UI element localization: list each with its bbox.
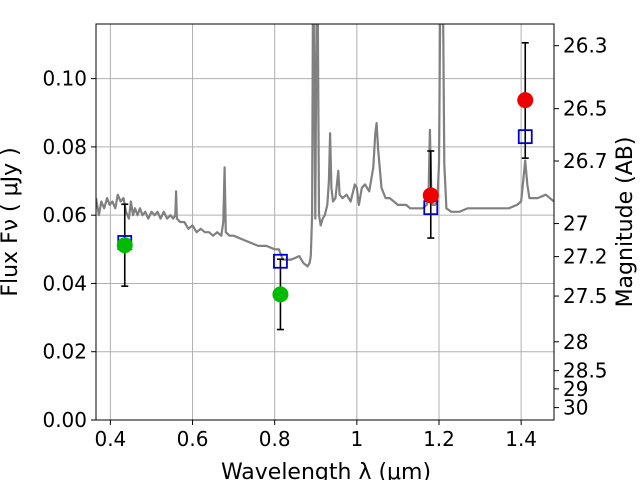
y2-tick-label: 26.3 <box>563 34 608 58</box>
model-photometry-square <box>273 253 288 269</box>
y2-tick-label: 28 <box>563 330 588 354</box>
x-tick-label: 0.6 <box>177 427 209 451</box>
x-axis-label: Wavelength λ (μm) <box>221 460 431 480</box>
y2-tick-label: 27 <box>563 212 588 236</box>
y-tick-label: 0.10 <box>42 67 87 91</box>
x-tick-label: 1.4 <box>505 427 537 451</box>
y-tick-label: 0.06 <box>42 203 87 227</box>
y2-tick-label: 28.5 <box>563 359 608 383</box>
data-markers <box>116 41 534 331</box>
green-data-point <box>116 237 133 254</box>
x-tick-label: 0.4 <box>94 427 126 451</box>
x-tick-label: 1 <box>350 427 363 451</box>
plot-frame <box>95 23 555 421</box>
y2-tick-label: 26.5 <box>563 97 608 121</box>
red-data-point <box>422 187 439 204</box>
y-axis-label: Flux Fν ( μJy ) <box>0 147 23 296</box>
y-tick-label: 0.04 <box>42 271 87 295</box>
grid <box>96 24 554 421</box>
y2-tick-label: 30 <box>563 396 588 420</box>
y2-tick-label: 29 <box>563 377 588 401</box>
y2-axis-label: Magnitude (AB) <box>613 137 638 308</box>
y2-tick-label: 27.5 <box>563 284 608 308</box>
y-tick-label: 0.08 <box>42 135 87 159</box>
y-axis-ticks: 0.00 0.02 0.04 0.06 0.08 0.10 <box>42 67 96 432</box>
model-sed-line <box>96 24 554 268</box>
green-data-point <box>272 286 289 303</box>
y-tick-label: 0.02 <box>42 340 87 364</box>
x-axis-ticks: 0.4 0.6 0.8 1 1.2 1.4 <box>94 420 537 451</box>
y2-tick-label: 26.7 <box>563 149 608 173</box>
x-tick-label: 1.2 <box>423 427 455 451</box>
model-photometry-square <box>517 129 533 145</box>
red-data-point <box>517 92 534 109</box>
y2-tick-label: 27.2 <box>563 245 608 269</box>
x-tick-label: 0.8 <box>259 427 291 451</box>
y-tick-label: 0.00 <box>42 408 87 432</box>
model-sed-path <box>96 24 554 268</box>
